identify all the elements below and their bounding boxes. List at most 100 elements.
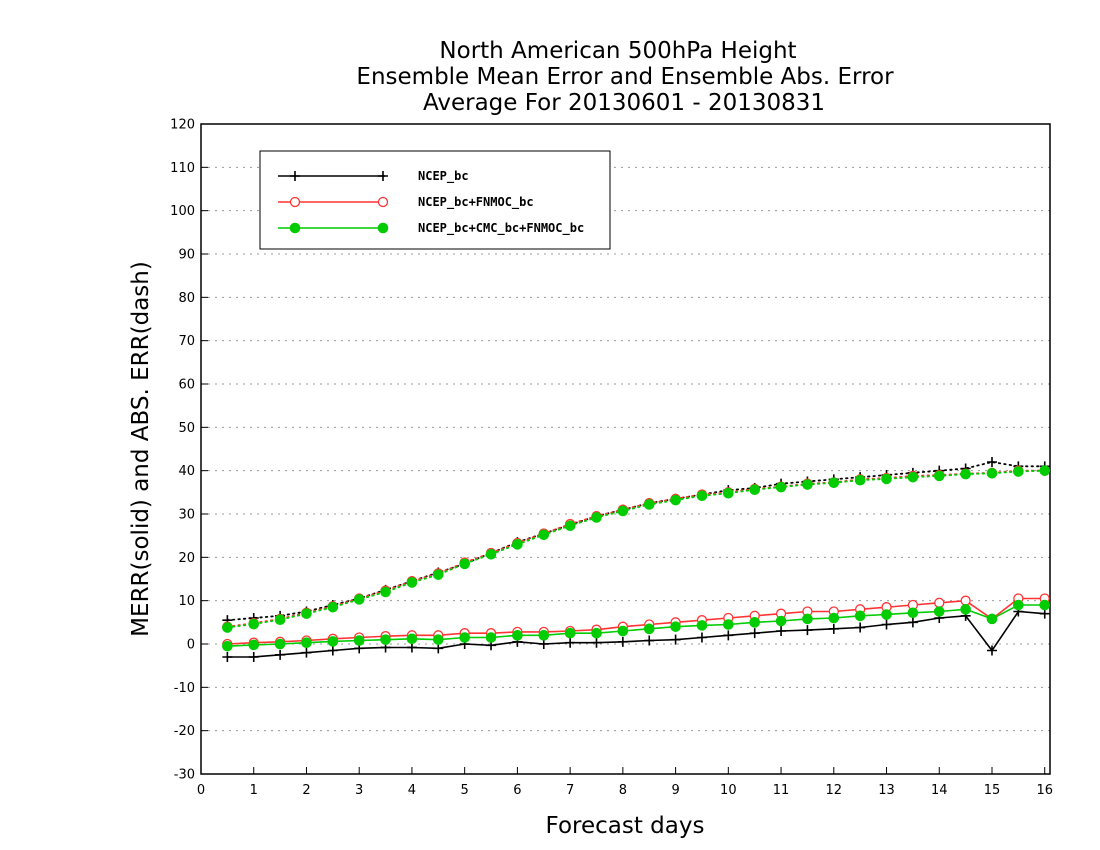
plus-marker	[986, 457, 997, 467]
legend-label: NCEP_bc+CMC_bc+FNMOC_bc	[418, 221, 584, 236]
x-tick-label: 0	[197, 783, 205, 798]
x-tick-label: 15	[984, 783, 1001, 798]
plus-marker	[327, 645, 338, 656]
filled-circle-marker	[775, 481, 787, 493]
merr-line	[227, 610, 1045, 658]
legend-entry: NCEP_bc+CMC_bc+FNMOC_bc	[278, 221, 584, 236]
filled-circle-marker	[1013, 466, 1024, 477]
filled-circle-marker	[670, 494, 681, 506]
y-tick-label: -10	[174, 681, 195, 696]
plus-marker	[907, 617, 918, 628]
x-tick-label: 3	[355, 783, 363, 798]
series	[222, 465, 1051, 652]
filled-circle-marker	[828, 612, 840, 624]
filled-circle-marker	[907, 471, 919, 483]
legend-entry: NCEP_bc+FNMOC_bc	[278, 195, 534, 210]
plus-marker	[802, 625, 813, 636]
x-tick-label: 10	[720, 783, 737, 798]
y-tick-label: 60	[178, 378, 195, 393]
filled-circle-marker	[643, 499, 655, 510]
filled-circle-marker	[222, 622, 233, 633]
abs-err-line	[226, 461, 1046, 622]
y-tick-label: -30	[174, 768, 195, 783]
filled-circle-marker	[617, 505, 629, 517]
plus-marker	[248, 652, 259, 662]
plus-marker	[301, 647, 312, 658]
y-tick-label: -20	[174, 724, 195, 739]
plus-marker	[275, 649, 286, 660]
filled-circle-marker	[881, 609, 892, 620]
plus-marker	[406, 642, 417, 653]
y-tick-label: 100	[170, 204, 195, 219]
open-circle-marker	[289, 196, 301, 208]
y-tick-label: 90	[178, 248, 195, 263]
filled-circle-marker	[377, 222, 389, 234]
plus-marker	[828, 623, 839, 634]
x-tick-label: 2	[302, 783, 310, 798]
filled-circle-marker	[248, 639, 260, 651]
y-tick-label: 50	[178, 421, 195, 436]
plus-marker	[986, 645, 997, 656]
plus-marker	[433, 643, 444, 654]
filled-circle-marker	[327, 601, 339, 613]
plus-marker	[723, 630, 734, 641]
filled-circle-marker	[802, 613, 813, 625]
y-tick-label: 20	[178, 551, 195, 566]
filled-circle-marker	[459, 632, 470, 643]
filled-circle-marker	[274, 638, 286, 650]
plus-marker	[855, 622, 866, 633]
grid-lines	[201, 166, 1050, 732]
x-tick-label: 13	[878, 783, 895, 798]
x-tick-label: 9	[671, 783, 679, 798]
filled-circle-marker	[643, 623, 655, 635]
filled-circle-marker	[696, 620, 708, 631]
filled-circle-marker	[485, 632, 497, 643]
filled-circle-marker	[406, 577, 418, 588]
filled-circle-marker	[459, 558, 470, 570]
y-tick-label: 30	[178, 508, 195, 523]
filled-circle-marker	[960, 604, 971, 615]
filled-circle-marker	[512, 630, 523, 641]
filled-circle-marker	[696, 490, 708, 502]
filled-circle-marker	[828, 477, 840, 489]
filled-circle-marker	[274, 614, 286, 626]
plus-marker	[776, 626, 787, 636]
x-axis-label: Forecast days	[546, 813, 705, 839]
filled-circle-marker	[933, 606, 945, 617]
open-circle-marker	[960, 595, 971, 606]
plus-marker	[591, 637, 602, 648]
filled-circle-marker	[907, 607, 919, 619]
legend-label: NCEP_bc+FNMOC_bc	[418, 195, 534, 210]
x-tick-label: 12	[826, 783, 843, 798]
plus-marker	[378, 171, 388, 181]
y-tick-label: 70	[178, 334, 195, 349]
filled-circle-marker	[591, 512, 602, 523]
plus-marker	[565, 637, 576, 648]
filled-circle-marker	[353, 594, 365, 605]
filled-circle-marker	[802, 479, 813, 490]
x-tick-label: 5	[461, 783, 469, 798]
plot-frame	[200, 123, 1051, 775]
filled-circle-marker	[986, 613, 998, 625]
legend-box	[259, 150, 611, 250]
filled-circle-marker	[432, 569, 444, 580]
y-tick-label: 10	[178, 594, 195, 609]
filled-circle-marker	[775, 615, 787, 627]
abs-err-line	[226, 469, 1046, 628]
open-circle-marker	[934, 597, 945, 608]
x-tick-label: 6	[513, 783, 521, 798]
y-tick-label: 120	[170, 118, 195, 133]
plus-marker	[696, 632, 707, 643]
filled-circle-marker	[1013, 599, 1024, 611]
filled-circle-marker	[723, 619, 734, 630]
filled-circle-marker	[289, 222, 301, 234]
filled-circle-marker	[670, 621, 681, 632]
filled-circle-marker	[1039, 465, 1051, 476]
filled-circle-marker	[617, 625, 629, 637]
open-circle-marker	[377, 196, 389, 208]
x-tick-label: 16	[1036, 783, 1053, 798]
filled-circle-marker	[854, 610, 866, 622]
y-tick-label: 80	[178, 291, 195, 306]
plus-marker	[617, 636, 628, 647]
x-tick-label: 7	[566, 783, 574, 798]
